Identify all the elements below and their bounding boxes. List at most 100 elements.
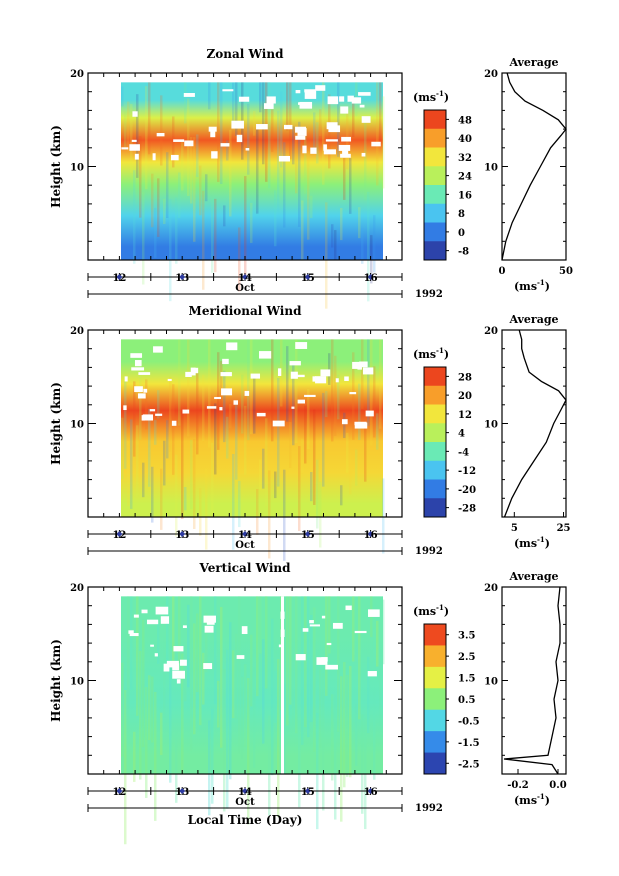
profile-frame [501,72,567,261]
colorbar-segment [424,241,446,261]
heatmap-streak [364,122,367,201]
time-marker-icon [179,531,186,537]
heatmap-streak [316,712,319,830]
heatmap-streak [253,667,256,768]
x-tick-label: 13 [175,530,189,541]
heatmap-streak [181,411,184,519]
chart-panel-3: Vertical Wind 20 10 Height (km) 12 13 14 15 16 Oc… [49,561,567,845]
month-label: Oct [235,283,255,294]
time-marker-icon [304,788,311,794]
colorbar-tick-label: 1.5 [458,674,475,685]
heatmap-streak [262,82,265,165]
x-axis-title: Local Time (Day) [188,813,303,827]
heatmap-streak [223,669,226,812]
heatmap-streak [166,420,169,459]
heatmap-streak [220,360,223,409]
missing-data [304,394,316,397]
heatmap-streak [286,596,289,726]
missing-data [129,633,139,637]
heatmap-texture [121,82,385,309]
time-marker-icon [116,274,123,280]
heatmap-streak [349,452,352,495]
missing-data [238,96,250,102]
heatmap-streak [232,82,235,125]
heatmap-streak [178,596,181,681]
missing-data [299,101,313,109]
heatmap-streak [187,604,190,688]
missing-data [211,151,218,159]
heatmap-streak [358,596,361,720]
heatmap-streak [352,596,355,662]
heatmap-streak [130,596,133,690]
heatmap-streak [172,116,175,168]
missing-data [263,103,274,109]
missing-data [354,422,368,429]
missing-data [312,376,316,382]
missing-data [302,145,307,154]
profile-y-tick-label: 10 [484,420,498,431]
colorbar-tick-label: -12 [458,466,476,477]
heatmap-streak [289,422,292,468]
heatmap-streak [124,690,127,845]
missing-data [130,353,143,358]
heatmap-streak [298,121,301,227]
heatmap-streak [367,656,370,734]
missing-data [298,102,308,105]
chart-title: Zonal Wind [207,47,285,61]
heatmap-streak [235,633,238,719]
colorbar-tick-label: -8 [458,247,469,258]
colorbar-segment [424,498,446,518]
heatmap-streak [184,661,187,702]
colorbar-segment [424,203,446,223]
profile-line [503,329,567,518]
missing-data [137,393,146,399]
x-tick-label: 16 [364,530,378,541]
heatmap-streak [148,82,151,155]
heatmap-field [121,82,383,260]
chart-panel-1: Zonal Wind 20 10 Height (km) 12 13 14 15 16 Oct 19… [49,47,573,309]
heatmap-streak [301,596,304,745]
missing-data [339,96,345,102]
heatmap-streak [379,82,382,142]
missing-data [170,154,179,161]
heatmap-streak [331,339,334,442]
heatmap-streak [250,339,253,435]
heatmap-streak [163,440,166,486]
heatmap-streak [190,596,193,752]
heatmap-streak [133,170,136,264]
heatmap-streak [130,103,133,173]
heatmap-streak [136,596,139,716]
heatmap-streak [346,432,349,473]
heatmap-streak [157,390,160,419]
missing-data [203,663,213,670]
heatmap-streak [199,488,202,536]
missing-data [131,139,137,142]
missing-data [160,616,170,624]
heatmap-streak [208,720,211,816]
heatmap-streak [211,708,214,804]
missing-data [304,90,317,99]
heatmap-streak [298,446,301,532]
heatmap-streak [313,409,316,505]
missing-data [154,653,158,657]
heatmap-streak [127,441,130,507]
profile-x-tick-label: 0 [499,266,506,277]
heatmap-streak [208,339,211,448]
missing-data [134,153,139,160]
heatmap-streak [184,82,187,124]
heatmap-streak [244,176,247,278]
colorbar-tick-label: 20 [458,391,472,402]
heatmap-streak [373,215,376,273]
heatmap-streak [136,425,139,497]
missing-data [325,664,338,670]
heatmap-streak [196,134,199,178]
heatmap-streak [214,596,217,705]
missing-data [184,140,194,147]
missing-data [266,96,276,104]
heatmap-streak [301,200,304,261]
missing-data [361,152,366,157]
month-label: Oct [235,540,255,551]
heatmap-streak [319,481,322,548]
missing-data [241,626,248,635]
heatmap-streak [190,137,193,204]
